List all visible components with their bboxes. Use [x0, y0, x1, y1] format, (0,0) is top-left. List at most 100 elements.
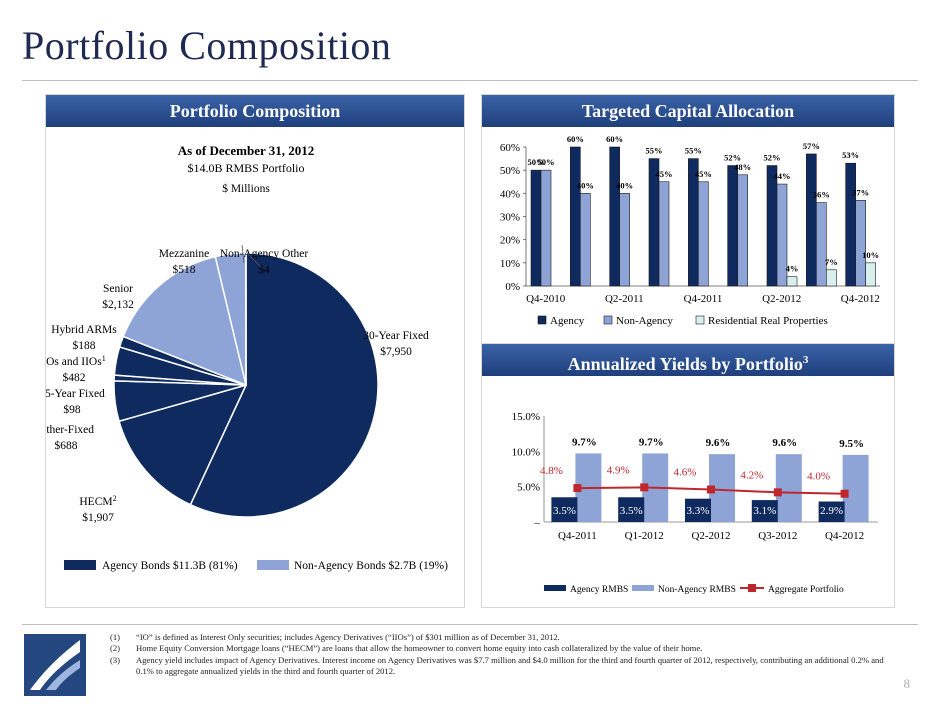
pie-label-4: IOs and IIOs1 [46, 354, 106, 369]
pie-label-7: Mezzanine [159, 248, 209, 260]
cap-data-label-1-5: 48% [734, 162, 751, 172]
cap-bar-1-1 [580, 193, 591, 287]
cap-ytick-label-0: 0% [505, 281, 520, 293]
yield-aggregate-marker-4 [840, 489, 849, 498]
cap-data-label-0-5: 52% [724, 153, 741, 163]
cap-legend-label-1: Non-Agency [616, 315, 673, 327]
legend-swatch-nonagency [257, 560, 289, 570]
cap-bar-0-7 [806, 153, 817, 287]
legend-label-agency: Agency Bonds $11.3B (81%) [102, 559, 238, 572]
yield-ytick-label-1: 5.0% [517, 482, 540, 494]
yields-panel: Annualized Yields by Portfolio3 – 5.0% 10.… [481, 343, 895, 608]
cap-bar-2-6 [786, 276, 798, 287]
cap-data-label-1-1: 40% [577, 180, 594, 190]
cap-ytick-label-5: 50% [500, 165, 520, 177]
yield-bar-agency-1 [618, 497, 645, 522]
yield-x-label-2: Q2-2012 [691, 530, 730, 542]
pie-label-8: Non-Agency Other [220, 248, 309, 260]
pie-title: As of December 31, 2012 [178, 143, 315, 158]
cap-bar-0-6 [766, 165, 778, 287]
cap-bar-1-7 [816, 202, 827, 287]
cap-bar-1-4 [698, 181, 709, 287]
page-title: Portfolio Composition [22, 23, 392, 68]
cap-data-label-1-6: 44% [774, 171, 791, 181]
cap-data-label-0-4: 55% [685, 146, 702, 156]
page-number: 8 [903, 676, 911, 691]
legend-label-nonagency: Non-Agency Bonds $2.7B (19%) [294, 559, 448, 572]
yield-label-agency-4: 2.9% [820, 505, 843, 517]
cap-legend-swatch-0 [537, 315, 547, 325]
yields-chart: – 5.0% 10.0% 15.0% 9.7% 3.5% Q4-2011 9.7% 3.5% Q1… [512, 411, 878, 595]
yield-x-label-3: Q3-2012 [758, 530, 797, 542]
cap-legend-label-0: Agency [550, 315, 585, 327]
yields-body: – 5.0% 10.0% 15.0% 9.7% 3.5% Q4-2011 9.7% 3.5% Q1… [482, 376, 894, 607]
title-divider [22, 80, 918, 81]
yield-bar-agency-2 [685, 498, 711, 522]
footnotes: (1) “IO” is defined as Interest Only secu… [110, 632, 900, 678]
cap-data-label-1-7: 36% [813, 190, 830, 200]
cap-bar-0-8 [845, 162, 856, 287]
yield-aggregate-marker-1 [640, 483, 649, 492]
pie-slice-0 [189, 252, 379, 518]
yield-x-label-0: Q4-2011 [558, 530, 597, 542]
yield-legend-label-nonagency: Non-Agency RMBS [658, 585, 736, 595]
footer-divider [22, 624, 918, 625]
cap-ytick-label-1: 10% [500, 258, 520, 270]
cap-bar-0-2 [609, 146, 620, 287]
pie-label-6: Senior [103, 283, 133, 295]
pie-unit-note: $ Millions [222, 182, 270, 195]
pie-slice-6 [122, 255, 248, 387]
yield-legend-marker-aggregate [748, 584, 756, 592]
cap-x-label-6: Q2-2012 [762, 293, 801, 305]
yield-aggregate-label-1: 4.9% [607, 464, 630, 476]
footnote-3: (3) Agency yield includes impact of Agenc… [110, 654, 884, 677]
cap-bar-1-2 [619, 193, 630, 287]
capital-allocation-header: Targeted Capital Allocation [482, 95, 894, 127]
portfolio-composition-header: Portfolio Composition [46, 95, 464, 127]
cap-bar-2-7 [826, 269, 837, 287]
pie-value-7: $518 [173, 263, 196, 276]
yield-label-nonagency-3: 9.6% [772, 437, 797, 449]
pie-value-0: $7,950 [380, 345, 412, 358]
cap-x-label-8: Q4-2012 [841, 293, 880, 305]
yield-label-nonagency-0: 9.7% [572, 436, 597, 448]
pie-value-1: $1,907 [82, 511, 114, 524]
cap-bar-0-5 [727, 165, 738, 287]
yield-legend-label-aggregate: Aggregate Portfolio [768, 584, 844, 595]
cap-data-label-0-0: 50% [528, 157, 545, 167]
pie-value-6: $2,132 [102, 298, 134, 311]
cap-data-label-0-8: 53% [842, 150, 859, 160]
pie-chart: As of December 31, 2012 $14.0B RMBS Portf… [38, 143, 448, 572]
yield-bar-agency-0 [551, 497, 578, 522]
pie-label-0: 30-Year Fixed [363, 330, 429, 342]
pie-subtitle: $14.0B RMBS Portfolio [187, 161, 304, 175]
yield-label-nonagency-4: 9.5% [839, 438, 864, 450]
pie-value-4: $482 [63, 371, 86, 384]
cap-legend-label-2: Residential Real Properties [708, 315, 828, 327]
cap-data-label-2-6: 4% [786, 264, 799, 274]
cap-bar-0-0 [530, 169, 542, 287]
pie-leader-mezzanine [241, 244, 245, 264]
yields-footnote-ref: 3 [802, 354, 809, 366]
yield-label-nonagency-1: 9.7% [639, 436, 664, 448]
capital-allocation-panel: Targeted Capital Allocation 0% 10% 20% 30% 4… [481, 94, 895, 344]
yield-bar-nonagency-3 [775, 454, 802, 522]
yields-title: Annualized Yields by Portfolio [567, 354, 803, 374]
cap-bar-1-0 [540, 169, 552, 287]
cap-bar-1-6 [776, 183, 788, 287]
pie-label-1: HECM2 [79, 494, 116, 509]
yield-x-label-4: Q4-2012 [825, 530, 864, 542]
cap-data-label-0-2: 60% [606, 134, 623, 144]
yield-label-nonagency-2: 9.6% [706, 437, 731, 449]
pie-value-8: $4 [258, 263, 270, 276]
legend-swatch-agency [64, 560, 96, 570]
yield-x-label-1: Q1-2012 [625, 530, 664, 542]
footnote-2: (2) Home Equity Conversion Mortgage loans… [110, 643, 703, 654]
cap-legend-swatch-1 [603, 315, 613, 325]
yield-label-agency-3: 3.1% [753, 505, 776, 517]
yield-label-agency-2: 3.3% [687, 505, 710, 517]
footnote-1: (1) “IO” is defined as Interest Only secu… [110, 632, 560, 642]
yield-ytick-label-0: – [534, 517, 541, 529]
company-logo [24, 634, 86, 696]
yield-label-agency-1: 3.5% [620, 505, 643, 517]
